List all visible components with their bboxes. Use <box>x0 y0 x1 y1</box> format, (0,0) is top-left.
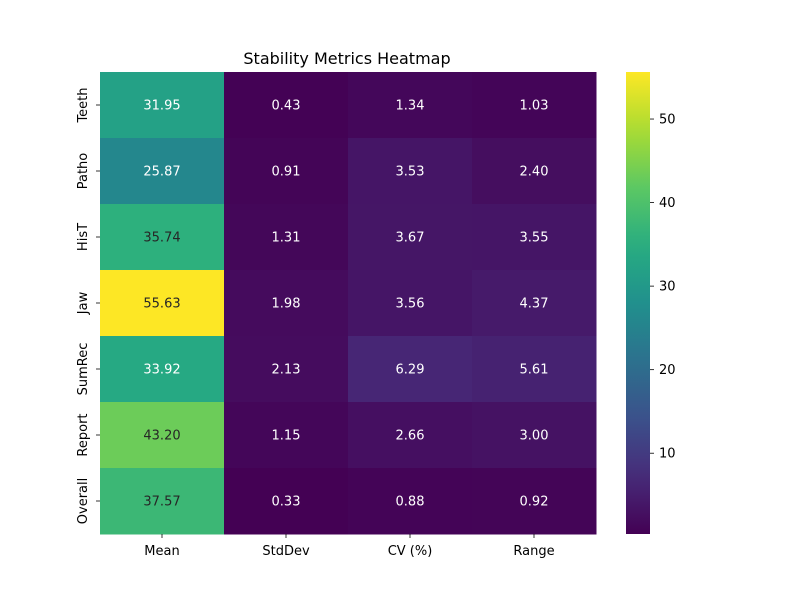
heatmap-cell <box>472 138 597 205</box>
y-tick-label: SumRec <box>76 343 91 396</box>
cell-value-label: 55.63 <box>143 297 180 312</box>
colorbar-tick-label: 50 <box>659 113 676 128</box>
cell-value-label: 1.98 <box>272 297 301 312</box>
heatmap-cell <box>348 468 473 535</box>
heatmap-cell <box>100 336 225 403</box>
cell-value-label: 0.92 <box>520 495 549 510</box>
y-tick-label: Overall <box>76 478 91 524</box>
cell-value-label: 4.37 <box>520 297 549 312</box>
x-tick-label: Mean <box>144 544 179 559</box>
heatmap-cell <box>224 402 349 469</box>
heatmap-cell <box>224 138 349 205</box>
chart-title: Stability Metrics Heatmap <box>243 49 450 68</box>
cell-value-label: 5.61 <box>520 363 549 378</box>
heatmap-cell <box>100 72 225 139</box>
colorbar-tick-label: 10 <box>659 447 676 462</box>
heatmap-cell <box>224 270 349 337</box>
heatmap-cell <box>224 72 349 139</box>
cell-value-label: 1.03 <box>520 99 549 114</box>
heatmap-cell <box>100 204 225 271</box>
heatmap-cell <box>348 270 473 337</box>
heatmap-cell <box>472 402 597 469</box>
cell-value-label: 0.88 <box>396 495 425 510</box>
y-tick-label: Patho <box>76 153 91 190</box>
heatmap-cell <box>348 204 473 271</box>
heatmap-cell <box>224 468 349 535</box>
heatmap-cell <box>348 402 473 469</box>
cell-value-label: 25.87 <box>143 165 180 180</box>
colorbar-tick-label: 30 <box>659 280 676 295</box>
x-tick-label: CV (%) <box>388 544 433 559</box>
heatmap-cell <box>100 402 225 469</box>
y-tick-label: Teeth <box>76 87 91 123</box>
colorbar-gradient <box>626 72 650 534</box>
cell-value-label: 1.34 <box>396 99 425 114</box>
cell-value-label: 2.66 <box>396 429 425 444</box>
heatmap-axes: Mean StdDev CV (%) Range Teeth Patho HisT Jaw Su… <box>76 87 555 559</box>
heatmap-cell <box>224 204 349 271</box>
heatmap-cell <box>100 270 225 337</box>
cell-value-label: 0.33 <box>272 495 301 510</box>
cell-value-label: 3.00 <box>520 429 549 444</box>
heatmap-cell <box>224 336 349 403</box>
colorbar-tick-label: 20 <box>659 363 676 378</box>
cell-value-label: 37.57 <box>143 495 180 510</box>
cell-value-label: 6.29 <box>396 363 425 378</box>
heatmap-cell <box>472 336 597 403</box>
heatmap-cell <box>348 72 473 139</box>
cell-value-label: 0.91 <box>272 165 301 180</box>
heatmap-cell <box>100 138 225 205</box>
cell-value-label: 31.95 <box>143 99 180 114</box>
cell-value-label: 35.74 <box>143 231 180 246</box>
heatmap-cell <box>348 336 473 403</box>
cell-value-label: 3.56 <box>396 297 425 312</box>
cell-value-label: 1.15 <box>272 429 301 444</box>
cell-value-label: 2.13 <box>272 363 301 378</box>
heatmap-cell <box>348 138 473 205</box>
cell-value-label: 1.31 <box>272 231 301 246</box>
y-tick-label: Report <box>76 413 91 456</box>
cell-value-label: 3.53 <box>396 165 425 180</box>
colorbar-tick-label: 40 <box>659 196 676 211</box>
heatmap-cell <box>472 270 597 337</box>
cell-value-label: 2.40 <box>520 165 549 180</box>
cell-value-label: 0.43 <box>272 99 301 114</box>
cell-value-label: 3.55 <box>520 231 549 246</box>
heatmap-cell <box>472 72 597 139</box>
x-tick-label: StdDev <box>262 544 310 559</box>
cell-labels: 31.95 0.43 1.34 1.03 25.87 0.91 3.53 2.40 35.74 1… <box>143 99 548 510</box>
heatmap-cell <box>472 468 597 535</box>
x-tick-label: Range <box>513 544 554 559</box>
heatmap-cell <box>100 468 225 535</box>
heatmap-cell <box>472 204 597 271</box>
y-tick-label: Jaw <box>76 291 91 315</box>
colorbar: 10 20 30 40 50 <box>626 72 676 534</box>
heatmap-cells <box>100 72 597 535</box>
y-tick-label: HisT <box>76 223 91 251</box>
cell-value-label: 3.67 <box>396 231 425 246</box>
cell-value-label: 33.92 <box>143 363 180 378</box>
cell-value-label: 43.20 <box>143 429 180 444</box>
